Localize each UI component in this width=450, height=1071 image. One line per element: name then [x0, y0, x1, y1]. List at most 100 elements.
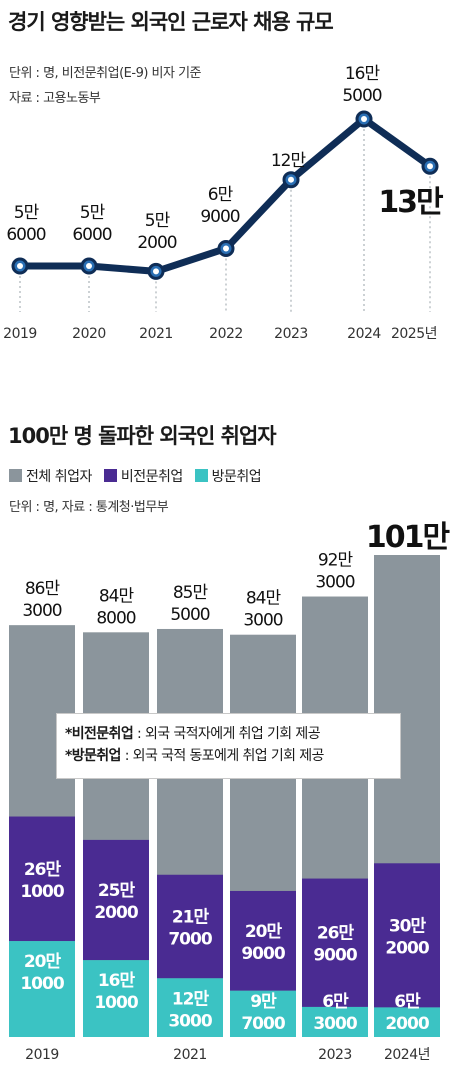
bar-total-label: 101만 [366, 520, 450, 555]
bar-nonpro-label: 21만 [172, 908, 210, 928]
bar-nonpro-label: 2000 [94, 903, 138, 923]
bar-total-label: 84만 [246, 589, 282, 609]
line-chart-source-note: 자료 : 고용노동부 [9, 91, 101, 106]
bar-nonpro [83, 839, 149, 961]
legend-label-visit: 방문취업 [211, 469, 262, 485]
bar-nonpro-label: 7000 [168, 930, 212, 950]
legend-item-visit: 방문취업 [194, 469, 262, 485]
line-x-tick-label: 2022 [209, 326, 243, 342]
legend-label-nonpro: 비전문취업 [120, 469, 183, 485]
bar-nonpro-label: 2000 [385, 938, 429, 958]
callout-term-nonpro: *비전문취업 [65, 726, 134, 742]
bar-total-label: 85만 [173, 583, 209, 603]
line-value-label: 5만 [14, 203, 40, 223]
bar-nonpro-label: 9000 [241, 944, 285, 964]
line-value-label: 9000 [200, 207, 239, 227]
legend-swatch-visit [194, 469, 208, 482]
bar-total-label: 3000 [22, 601, 61, 621]
legend-swatch-total [9, 469, 22, 482]
line-value-label: 13만 [378, 185, 444, 220]
bar-nonpro-label: 20만 [245, 922, 283, 942]
bar-nonpro [157, 874, 223, 979]
callout-line-visit: *방문취업 : 외국 국적 동포에게 취업 기회 제공 [65, 745, 400, 767]
bar-nonpro [230, 890, 296, 991]
legend-label-total: 전체 취업자 [26, 469, 92, 485]
bar-visit [374, 1007, 440, 1037]
bar-visit-label: 20만 [24, 952, 62, 972]
line-value-label: 5만 [80, 203, 106, 223]
bar-visit [302, 1006, 368, 1037]
bar-visit [230, 990, 296, 1037]
line-chart-title: 경기 영향받는 외국인 근로자 채용 규모 [8, 10, 334, 34]
bar-x-tick-label: 2019 [25, 1047, 59, 1063]
line-chart-unit-note: 단위 : 명, 비전문취업(E-9) 비자 기준 [9, 66, 202, 81]
bar-visit-label: 1000 [94, 993, 138, 1013]
line-value-label: 6만 [208, 185, 234, 205]
line-value-label: 6000 [72, 225, 111, 245]
line-x-tick-label: 2019 [3, 326, 37, 342]
bar-visit-label: 7000 [241, 1014, 285, 1034]
bar-nonpro [374, 863, 440, 1008]
bar-total-label: 5000 [170, 605, 209, 625]
bar-total-label: 84만 [99, 586, 135, 606]
line-x-tick-label: 2024 [347, 326, 381, 342]
bar-visit-label: 1000 [20, 974, 64, 994]
callout-term-visit: *방문취업 [65, 748, 121, 764]
bar-nonpro [302, 878, 368, 1007]
bar-total-label: 8000 [96, 608, 135, 628]
line-value-label: 16만 [345, 64, 381, 84]
bar-nonpro-label: 1000 [20, 882, 64, 902]
callout-desc-nonpro: : 외국 국적자에게 취업 기회 제공 [133, 726, 321, 742]
bar-x-tick-label: 2023 [318, 1047, 352, 1063]
line-value-label: 5만 [145, 211, 171, 231]
bar-chart-unit-note: 단위 : 명, 자료 : 통계청·법무부 [9, 500, 169, 515]
line-point-center [427, 163, 433, 170]
line-x-tick-label: 2025년 [391, 326, 437, 342]
definition-callout: *비전문취업 : 외국 국적자에게 취업 기회 제공 *방문취업 : 외국 국적… [56, 713, 401, 779]
line-point-center [86, 263, 92, 269]
bar-visit [83, 960, 149, 1037]
bar-visit [157, 978, 223, 1037]
bar-total-label: 3000 [243, 611, 282, 631]
bar-visit-label: 9만 [250, 992, 277, 1012]
bar-nonpro [9, 816, 75, 942]
line-value-label: 6000 [6, 225, 45, 245]
line-x-tick-label: 2023 [274, 326, 308, 342]
bar-nonpro-label: 9000 [313, 946, 357, 966]
bar-total-label: 92만 [318, 551, 354, 571]
bar-visit-label: 16만 [98, 971, 136, 991]
line-x-tick-label: 2021 [139, 326, 173, 342]
bar-total-label: 3000 [315, 573, 354, 593]
bar-chart-legend: 전체 취업자 비전문취업 방문취업 [9, 466, 262, 486]
line-x-tick-label: 2020 [72, 326, 106, 342]
line-point-center [223, 245, 229, 252]
bar-total-label: 86만 [25, 579, 61, 599]
line-point-center [361, 116, 367, 122]
bar-x-tick-label: 2021 [173, 1047, 207, 1063]
line-value-label: 2000 [137, 233, 176, 253]
bar-nonpro-label: 26만 [24, 860, 62, 880]
bar-visit-label: 6만 [322, 992, 349, 1012]
line-point-center [17, 263, 23, 269]
bar-visit-label: 2000 [385, 1014, 429, 1034]
bar-x-tick-label: 2024년 [384, 1047, 430, 1063]
line-point-center [153, 268, 159, 275]
bar-visit [9, 941, 75, 1037]
legend-item-nonpro: 비전문취업 [103, 469, 183, 485]
callout-desc-visit: : 외국 국적 동포에게 취업 기회 제공 [120, 748, 325, 764]
legend-item-total: 전체 취업자 [9, 469, 92, 485]
bar-visit-label: 3000 [168, 1011, 212, 1031]
bar-nonpro-label: 30만 [389, 916, 427, 936]
bar-nonpro-label: 25만 [98, 881, 136, 901]
bar-nonpro-label: 26만 [317, 924, 355, 944]
legend-swatch-nonpro [103, 469, 117, 482]
callout-line-nonpro: *비전문취업 : 외국 국적자에게 취업 기회 제공 [65, 723, 400, 745]
bar-visit-label: 12만 [172, 989, 210, 1009]
line-point-center [288, 176, 294, 183]
line-value-label: 5000 [342, 86, 381, 106]
bar-chart-title: 100만 명 돌파한 외국인 취업자 [8, 424, 277, 448]
line-value-label: 12만 [271, 151, 307, 171]
bar-visit-label: 6만 [394, 992, 421, 1012]
